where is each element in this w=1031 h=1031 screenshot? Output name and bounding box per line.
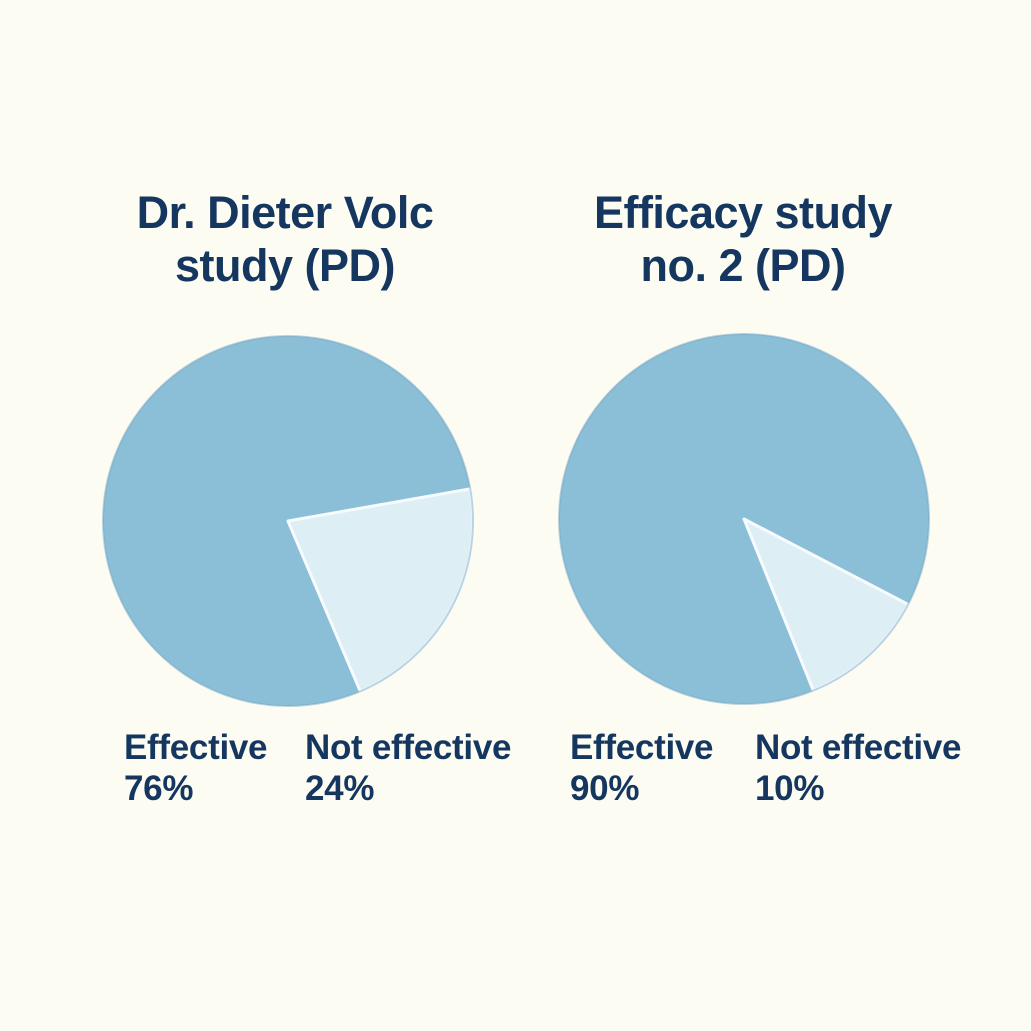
pie-rim: [102, 335, 474, 707]
chart-1-legend-effective: Effective 76%: [124, 727, 268, 809]
legend-label: Not effective: [755, 728, 962, 767]
legend-value: 76%: [124, 769, 194, 808]
chart-1-title-line-2: study (PD): [175, 240, 396, 291]
pie-svg: [102, 335, 475, 707]
chart-2-legend-not-effective: Not effective 10%: [755, 727, 961, 809]
legend-value: 24%: [305, 769, 375, 808]
legend-value: 10%: [755, 769, 825, 808]
legend-label: Effective: [570, 728, 714, 767]
pie-svg: [558, 333, 930, 705]
legend-label: Not effective: [305, 728, 512, 767]
pie-chart-2: [557, 332, 931, 706]
pie-rim: [558, 333, 930, 705]
chart-2-title-line-1: Efficacy study: [593, 187, 893, 238]
pie-slice-not-effective: [286, 487, 475, 693]
chart-1-title-line-1: Dr. Dieter Volc: [136, 187, 434, 238]
chart-2-title-line-2: no. 2 (PD): [640, 240, 847, 291]
chart-2-title: Efficacy study no. 2 (PD): [483, 186, 1003, 292]
chart-1-legend-not-effective: Not effective 24%: [305, 727, 511, 809]
legend-label: Effective: [124, 728, 268, 767]
chart-1-title: Dr. Dieter Volc study (PD): [25, 186, 545, 292]
pie-slice-not-effective: [742, 517, 910, 692]
chart-2-legend-effective: Effective 90%: [570, 727, 714, 809]
pie-chart-1: [101, 334, 475, 708]
legend-value: 90%: [570, 769, 640, 808]
